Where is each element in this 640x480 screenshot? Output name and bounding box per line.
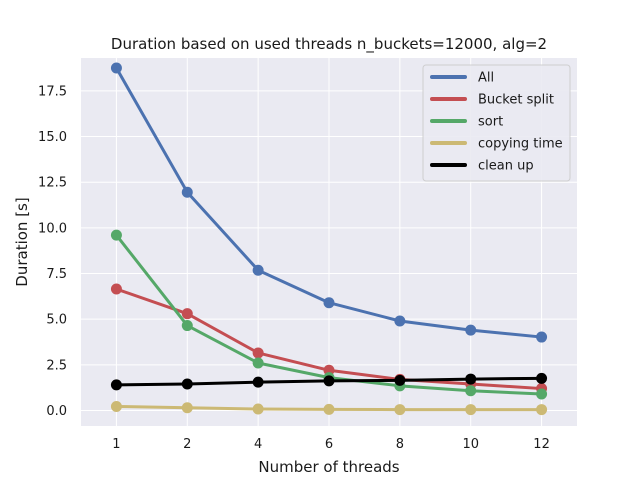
data-point [110,62,122,74]
data-point [323,375,335,387]
x-tick-label: 8 [396,437,404,452]
data-point [181,308,193,320]
data-point [465,373,477,385]
data-point [110,283,122,295]
series-all [110,62,548,343]
data-point [465,324,477,336]
legend: All Bucket split sort copying time clean up [422,64,571,182]
data-point [394,404,406,416]
chart-title: Duration based on used threads n_buckets… [111,35,547,54]
data-point [110,400,122,412]
y-tick-label: 5.0 [46,313,67,328]
data-point [252,403,264,415]
y-tick-label: 10.0 [38,221,67,236]
data-point [252,357,264,369]
data-point [536,331,548,343]
x-tick-label: 1 [112,437,120,452]
data-point [536,372,548,384]
y-tick-label: 2.5 [46,358,67,373]
data-point [394,315,406,327]
series-layer [110,62,548,416]
data-point [110,379,122,391]
x-axis-label: Number of threads [258,458,399,476]
x-axis-ticks: 1 2 4 6 8 10 12 [112,437,550,452]
data-point [536,404,548,416]
x-tick-label: 6 [325,437,333,452]
x-tick-label: 4 [254,437,262,452]
y-tick-label: 15.0 [38,130,67,145]
y-tick-label: 7.5 [46,267,67,282]
series-copying-time [110,400,548,416]
data-point [394,374,406,386]
x-tick-label: 2 [183,437,191,452]
legend-box [422,64,571,182]
legend-label: All [478,71,494,86]
y-axis-ticks: 0.0 2.5 5.0 7.5 10.0 12.5 15.0 17.5 [38,84,67,419]
data-point [181,320,193,332]
data-point [252,347,264,359]
data-point [181,186,193,198]
y-tick-label: 0.0 [46,404,67,419]
data-point [181,402,193,414]
data-point [110,229,122,241]
y-axis-label: Duration [s] [13,197,31,286]
data-point [252,264,264,276]
data-point [181,378,193,390]
data-point [465,385,477,397]
data-point [323,403,335,415]
series-clean-up [110,372,548,391]
data-point [465,404,477,416]
x-tick-label: 12 [533,437,550,452]
legend-label: clean up [478,159,534,174]
y-tick-label: 12.5 [38,176,67,191]
data-point [252,376,264,388]
y-tick-label: 17.5 [38,84,67,99]
legend-label: copying time [478,137,563,152]
legend-label: sort [478,115,503,130]
data-point [323,297,335,309]
x-tick-label: 10 [462,437,479,452]
legend-label: Bucket split [478,93,554,108]
data-point [536,388,548,400]
